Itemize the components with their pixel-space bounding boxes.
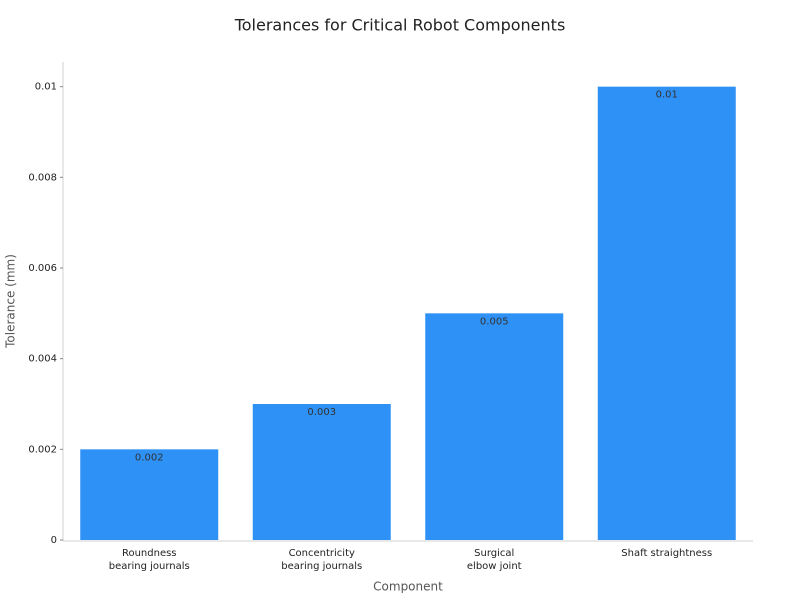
bar: [252, 404, 391, 540]
data-label: 0.003: [307, 407, 336, 418]
x-tick-label: Shaft straightness: [621, 548, 712, 559]
bar: [425, 313, 564, 540]
x-axis-label: Component: [373, 580, 443, 594]
bar: [80, 449, 219, 540]
y-axis-label: Tolerance (mm): [4, 254, 18, 349]
y-tick-label: 0.01: [35, 82, 57, 93]
x-tick-label: Roundness bearing journals: [109, 548, 190, 572]
y-tick-label: 0.008: [28, 172, 57, 183]
y-tick-label: 0.006: [28, 263, 57, 274]
bar: [597, 86, 736, 541]
data-label: 0.01: [656, 90, 678, 101]
data-label: 0.005: [480, 316, 509, 327]
x-tick-label: Concentricity bearing journals: [281, 548, 362, 572]
chart-title: Tolerances for Critical Robot Components: [234, 16, 566, 35]
x-tick-label: Surgical elbow joint: [467, 548, 522, 572]
y-tick-label: 0.004: [28, 354, 57, 365]
y-tick-label: 0.002: [28, 444, 57, 455]
data-label: 0.002: [135, 452, 164, 463]
y-tick-label: 0: [51, 535, 57, 546]
